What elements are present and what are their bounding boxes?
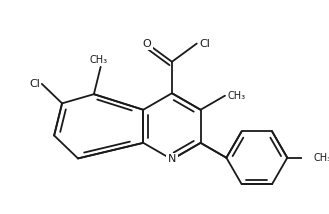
Text: Cl: Cl <box>199 39 210 49</box>
Text: CH₃: CH₃ <box>228 91 246 101</box>
Text: Cl: Cl <box>29 79 40 89</box>
Text: O: O <box>143 39 151 49</box>
Text: CH₃: CH₃ <box>314 153 329 163</box>
Text: CH₃: CH₃ <box>90 55 108 65</box>
Text: N: N <box>168 155 176 164</box>
